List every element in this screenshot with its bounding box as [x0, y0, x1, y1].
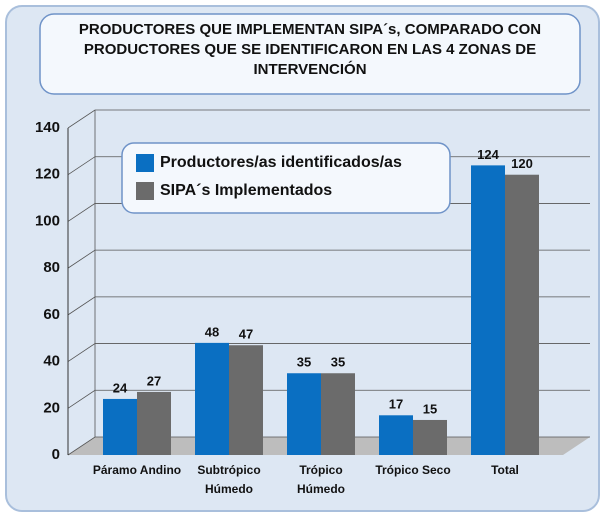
bar	[379, 415, 413, 455]
data-label: 35	[297, 355, 311, 370]
data-label: 15	[423, 401, 437, 416]
bar	[195, 342, 229, 455]
data-label: 27	[147, 373, 161, 388]
data-label: 124	[477, 147, 499, 162]
y-tick-label: 80	[43, 259, 60, 276]
bar	[471, 165, 505, 455]
data-label: 47	[239, 327, 253, 342]
y-tick-label: 20	[43, 399, 60, 416]
legend-swatch	[136, 154, 154, 172]
chart-title: PRODUCTORES QUE IMPLEMENTAN SIPA´s, COMP…	[79, 21, 541, 78]
data-label: 35	[331, 355, 345, 370]
data-label: 48	[205, 324, 219, 339]
x-tick-label: Subtrópico Húmedo	[197, 463, 261, 496]
x-tick-label: Páramo Andino	[92, 463, 182, 477]
legend-label: Productores/as identificados/as	[160, 154, 402, 171]
x-tick-label: Trópico Húmedo	[297, 463, 345, 496]
bar	[413, 419, 447, 455]
frame	[5, 5, 600, 512]
y-tick-label: 0	[52, 446, 60, 463]
y-tick-label: 120	[35, 166, 60, 183]
legend-label: SIPA´s Implementados	[160, 182, 332, 199]
bar	[287, 373, 321, 455]
legend-swatch	[136, 182, 154, 200]
y-tick-label: 140	[35, 119, 60, 136]
x-tick-label: Trópico Seco	[375, 463, 451, 477]
x-tick-label: Total	[491, 463, 519, 477]
title-box	[39, 13, 581, 95]
data-label: 24	[113, 380, 128, 395]
data-label: 17	[389, 397, 403, 412]
legend-box	[121, 142, 451, 214]
bar	[137, 391, 171, 455]
bar	[229, 345, 263, 455]
y-tick-label: 100	[35, 212, 60, 229]
data-label: 120	[511, 156, 533, 171]
y-tick-label: 60	[43, 306, 60, 323]
y-tick-label: 40	[43, 353, 60, 370]
bar	[103, 398, 137, 455]
bar	[505, 174, 539, 455]
bar	[321, 373, 355, 455]
